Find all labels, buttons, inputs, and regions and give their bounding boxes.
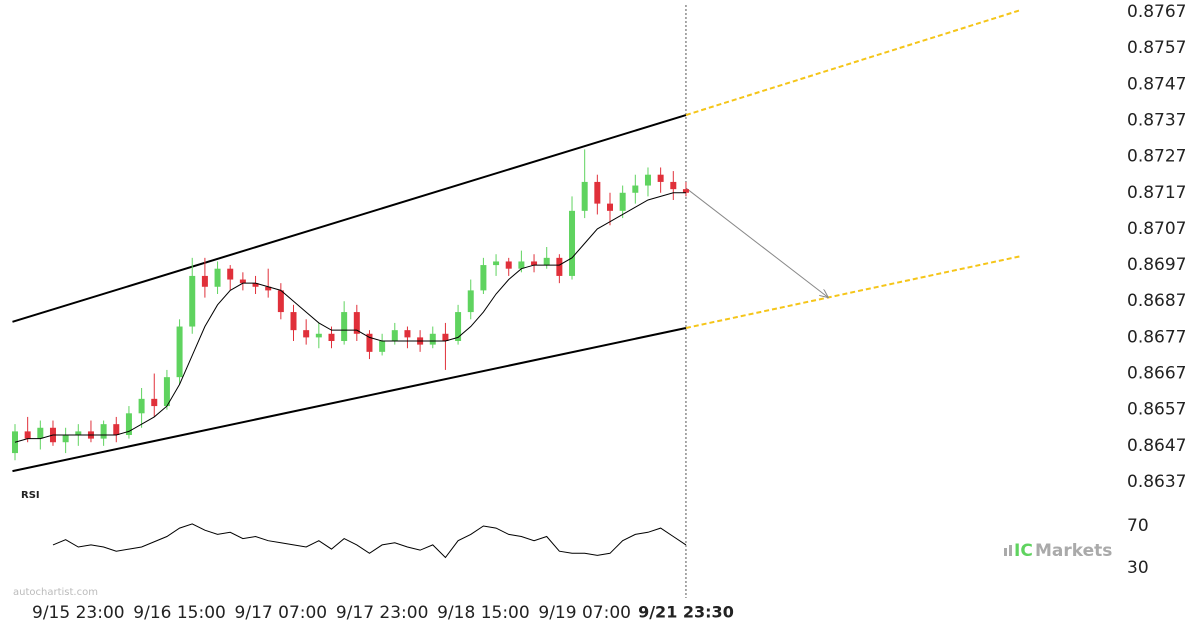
y-tick-label: 0.8667 — [1127, 364, 1186, 384]
candle-body — [632, 185, 639, 193]
candle-body — [227, 268, 234, 280]
candle-body — [290, 312, 297, 331]
candle-body — [556, 257, 563, 276]
y-tick-label: 0.8767 — [1127, 2, 1186, 22]
candle-body — [569, 210, 576, 276]
candle-body — [366, 333, 373, 352]
candle-body — [151, 398, 158, 407]
x-tick-label: 9/17 23:00 — [336, 603, 429, 623]
brand-prefix: IC — [1014, 541, 1033, 561]
candle-body — [442, 333, 449, 341]
y-tick-label: 0.8707 — [1127, 219, 1186, 239]
rsi-label: RSI — [21, 490, 40, 501]
x-tick-label: 9/21 23:30 — [638, 603, 734, 622]
candle-body — [429, 333, 436, 345]
candle-body — [493, 261, 500, 266]
candle-body — [303, 330, 310, 338]
channel-line — [12, 327, 687, 473]
x-tick-label: 9/18 15:00 — [437, 603, 530, 623]
rsi-tick-label: 70 — [1127, 516, 1149, 536]
y-tick-label: 0.8637 — [1127, 472, 1186, 492]
y-tick-label: 0.8737 — [1127, 110, 1186, 130]
candle-body — [239, 279, 246, 284]
candle-body — [619, 192, 626, 211]
x-tick-label: 9/16 15:00 — [133, 603, 226, 623]
candle-body — [379, 341, 386, 352]
channel-line — [12, 114, 687, 323]
candle-body — [682, 189, 689, 193]
candle-body — [670, 181, 677, 190]
y-tick-label: 0.8717 — [1127, 183, 1186, 203]
y-tick-label: 0.8677 — [1127, 327, 1186, 347]
candle-body — [505, 261, 512, 269]
brand-name: Markets — [1035, 541, 1112, 561]
candle-body — [518, 261, 525, 269]
projection-line — [685, 255, 1022, 329]
candle-body — [341, 312, 348, 341]
logo-bar — [1009, 545, 1012, 556]
candle-body — [113, 424, 120, 435]
candle-body — [391, 330, 398, 341]
y-tick-label: 0.8687 — [1127, 291, 1186, 311]
candle-body — [531, 261, 538, 266]
candle-body — [125, 413, 132, 435]
candle-body — [62, 435, 69, 443]
x-tick-label: 9/19 07:00 — [538, 603, 631, 623]
candle-body — [24, 431, 31, 439]
candle-body — [404, 330, 411, 338]
candle-body — [594, 181, 601, 204]
logo-bar — [1004, 548, 1007, 556]
candle-body — [138, 398, 145, 414]
candle-body — [265, 286, 272, 291]
candle-body — [607, 203, 613, 211]
candle-body — [467, 290, 474, 313]
watermark: autochartist.com — [13, 587, 98, 598]
candle-body — [480, 265, 487, 291]
candle-body — [581, 181, 588, 211]
candle-body — [214, 268, 221, 287]
candle-body — [328, 333, 335, 341]
y-tick-label: 0.8747 — [1127, 74, 1186, 94]
y-tick-label: 0.8657 — [1127, 400, 1186, 420]
brand-logo: IC Markets — [1004, 541, 1112, 561]
rsi-line — [52, 523, 687, 559]
moving-average — [14, 192, 686, 443]
candle-body — [201, 275, 208, 287]
candle-body — [353, 312, 360, 334]
candle-body — [455, 312, 462, 341]
x-tick-label: 9/15 23:00 — [32, 603, 125, 623]
y-tick-label: 0.8727 — [1127, 147, 1186, 167]
candle-body — [75, 431, 82, 435]
x-tick-label: 9/17 07:00 — [235, 603, 328, 623]
candle-body — [277, 290, 284, 313]
candle-body — [657, 174, 664, 182]
candle-body — [543, 257, 550, 266]
y-tick-label: 0.8757 — [1127, 38, 1186, 58]
y-tick-label: 0.8647 — [1127, 436, 1186, 456]
candle-body — [644, 174, 651, 186]
candle-body — [252, 283, 259, 287]
candle-body — [37, 427, 44, 439]
rsi-tick-label: 30 — [1127, 558, 1149, 578]
candle-body — [189, 275, 196, 327]
candle-body — [163, 377, 170, 407]
projection-line — [685, 8, 1022, 116]
candle-body — [315, 333, 322, 338]
candle-body — [100, 424, 107, 439]
candle-body — [176, 326, 183, 378]
forecast-arrow — [685, 187, 828, 298]
y-tick-label: 0.8697 — [1127, 255, 1186, 275]
